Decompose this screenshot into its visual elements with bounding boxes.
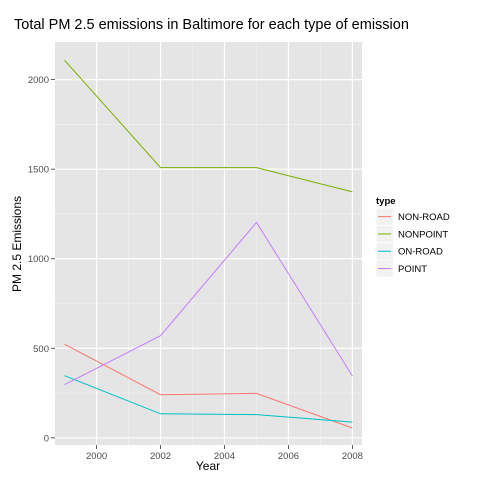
legend-label: POINT — [398, 264, 427, 275]
y-tick-label: 500 — [33, 344, 49, 355]
legend-title: type — [376, 196, 396, 207]
legend-item-on-road: ON-ROAD — [375, 242, 443, 261]
x-axis-ticks: 2000 2002 2004 2006 2008 — [86, 445, 363, 462]
legend-item-point: POINT — [375, 259, 427, 278]
y-axis-ticks: 0 500 1000 1500 2000 — [28, 75, 55, 444]
legend-items: NON-ROAD NONPOINT ON-ROAD POINT — [375, 207, 450, 278]
y-tick-label: 0 — [44, 433, 49, 444]
x-tick-label: 2000 — [86, 451, 107, 462]
series-lines — [64, 59, 353, 429]
y-tick-label: 2000 — [28, 75, 49, 86]
series-line-point — [64, 221, 353, 386]
legend-label: NON-ROAD — [398, 212, 450, 223]
plot-panel — [55, 42, 362, 445]
chart-title: Total PM 2.5 emissions in Baltimore for … — [14, 17, 409, 33]
legend: type NON-ROAD NONPOINT ON-ROAD POINT — [375, 196, 450, 278]
x-tick-label: 2006 — [278, 451, 299, 462]
legend-label: ON-ROAD — [398, 247, 443, 258]
y-axis-title: PM 2.5 Emissions — [10, 196, 24, 292]
x-tick-label: 2008 — [342, 451, 363, 462]
x-tick-label: 2004 — [214, 451, 235, 462]
x-axis-title: Year — [196, 459, 220, 473]
series-line-on-road — [64, 375, 353, 423]
series-line-nonpoint — [64, 59, 353, 193]
legend-label: NONPOINT — [398, 229, 448, 240]
series-line-non-road — [64, 343, 353, 429]
y-tick-label: 1000 — [28, 254, 49, 265]
legend-item-non-road: NON-ROAD — [375, 207, 450, 226]
y-tick-label: 1500 — [28, 165, 49, 176]
x-tick-label: 2002 — [150, 451, 171, 462]
legend-item-nonpoint: NONPOINT — [375, 224, 448, 244]
major-gridlines — [55, 42, 362, 445]
